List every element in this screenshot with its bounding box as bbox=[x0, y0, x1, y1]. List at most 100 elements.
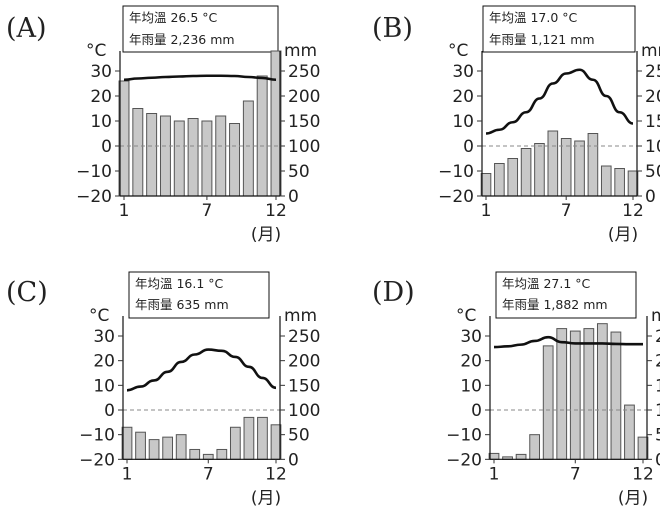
rain-bar bbox=[175, 434, 187, 460]
annual-rainfall: 年雨量 635 mm bbox=[135, 297, 229, 312]
month-tick-label: 12 bbox=[622, 201, 644, 221]
panel-label: (D) bbox=[372, 277, 415, 308]
rain-bar bbox=[614, 168, 625, 197]
temp-unit: °C bbox=[89, 306, 109, 326]
month-tick-label: 7 bbox=[201, 201, 212, 221]
month-tick-label: 1 bbox=[122, 464, 133, 484]
rain-bar bbox=[560, 138, 572, 197]
rain-tick-label: 200 bbox=[288, 352, 320, 372]
annual-temperature: 年均溫 17.0 °C bbox=[489, 10, 578, 25]
rain-bar bbox=[216, 448, 228, 460]
month-unit: (月) bbox=[608, 225, 638, 245]
temp-tick-label: 0 bbox=[104, 401, 115, 421]
rain-bar bbox=[520, 148, 532, 197]
rain-tick-label: 1 bbox=[655, 376, 660, 396]
temp-tick-label: 10 bbox=[90, 112, 112, 132]
rain-bar bbox=[229, 123, 241, 197]
annual-rainfall: 年雨量 1,121 mm bbox=[489, 32, 595, 47]
rain-bar bbox=[556, 328, 568, 460]
rain-bar bbox=[534, 143, 545, 197]
annual-rainfall: 年雨量 2,236 mm bbox=[129, 32, 235, 47]
temp-tick-label: 30 bbox=[452, 62, 474, 82]
rain-tick-label: 5 bbox=[655, 426, 660, 446]
rain-bar bbox=[494, 163, 505, 197]
rain-bar bbox=[146, 113, 158, 197]
month-tick-label: 12 bbox=[265, 201, 287, 221]
rain-bar bbox=[256, 75, 268, 197]
rain-bar bbox=[135, 431, 146, 460]
rain-bar bbox=[202, 453, 214, 460]
rain-tick-label: 100 bbox=[288, 137, 320, 157]
rain-bar bbox=[242, 100, 254, 197]
rain-tick-label: 2 bbox=[655, 327, 660, 347]
temp-tick-label: 10 bbox=[93, 376, 115, 396]
rain-bar bbox=[587, 133, 599, 197]
rain-bar bbox=[507, 158, 519, 197]
month-tick-label: 1 bbox=[481, 201, 492, 221]
rain-bar bbox=[574, 140, 585, 197]
temp-tick-label: −20 bbox=[446, 450, 482, 470]
month-tick-label: 7 bbox=[561, 201, 572, 221]
temp-tick-label: 10 bbox=[460, 376, 482, 396]
temp-tick-label: 20 bbox=[93, 352, 115, 372]
info-box bbox=[122, 5, 279, 53]
temp-tick-label: 30 bbox=[460, 327, 482, 347]
info-box bbox=[495, 271, 637, 319]
rain-bar bbox=[627, 170, 639, 197]
rain-tick-label: 15 bbox=[645, 112, 660, 132]
rain-bar bbox=[547, 130, 559, 197]
panel-label: (B) bbox=[372, 13, 413, 44]
temp-unit: °C bbox=[456, 306, 476, 326]
temp-tick-label: 0 bbox=[463, 137, 474, 157]
rain-tick-label: 50 bbox=[288, 162, 310, 182]
temp-tick-label: −10 bbox=[76, 162, 112, 182]
rain-tick-label: 25 bbox=[645, 62, 660, 82]
rain-bar bbox=[189, 448, 201, 460]
rain-bar bbox=[583, 328, 595, 460]
annual-temperature: 年均溫 27.1 °C bbox=[502, 276, 591, 291]
temp-tick-label: 10 bbox=[452, 112, 474, 132]
month-tick-label: 12 bbox=[265, 464, 287, 484]
rain-unit: m bbox=[651, 306, 660, 326]
rain-bar bbox=[159, 115, 171, 197]
rain-bar bbox=[215, 115, 227, 197]
rain-unit: mm bbox=[284, 306, 317, 326]
month-tick-label: 7 bbox=[570, 464, 581, 484]
rain-bar bbox=[187, 118, 199, 197]
temperature-line bbox=[493, 335, 643, 349]
rain-unit: mm bbox=[284, 41, 317, 61]
rain-tick-label: 10 bbox=[645, 137, 660, 157]
rain-tick-label: 0 bbox=[288, 450, 299, 470]
rain-bar bbox=[243, 416, 255, 460]
temp-tick-label: −10 bbox=[438, 162, 474, 182]
rain-tick-label: 0 bbox=[655, 450, 660, 470]
annual-temperature: 年均溫 26.5 °C bbox=[129, 10, 218, 25]
temperature-line bbox=[485, 68, 634, 135]
month-unit: (月) bbox=[251, 488, 281, 508]
month-tick-label: 12 bbox=[632, 464, 654, 484]
temperature-line bbox=[123, 74, 277, 82]
month-unit: (月) bbox=[618, 488, 648, 508]
annual-rainfall: 年雨量 1,882 mm bbox=[502, 297, 608, 312]
temp-tick-label: 20 bbox=[452, 87, 474, 107]
temp-tick-label: −20 bbox=[438, 187, 474, 207]
temp-tick-label: 0 bbox=[101, 137, 112, 157]
month-tick-label: 1 bbox=[119, 201, 130, 221]
rain-bar bbox=[257, 416, 268, 460]
rain-bar bbox=[148, 439, 160, 460]
rain-bar bbox=[201, 120, 213, 197]
rain-tick-label: 200 bbox=[288, 87, 320, 107]
temperature-line bbox=[126, 348, 277, 392]
rain-bar bbox=[624, 404, 635, 460]
rain-bar bbox=[515, 453, 527, 460]
temp-tick-label: 30 bbox=[93, 327, 115, 347]
rain-bar bbox=[229, 426, 241, 460]
panel-label: (C) bbox=[6, 277, 48, 308]
rain-tick-label: 250 bbox=[288, 327, 320, 347]
rain-tick-label: 150 bbox=[288, 376, 320, 396]
rain-tick-label: 20 bbox=[645, 87, 660, 107]
